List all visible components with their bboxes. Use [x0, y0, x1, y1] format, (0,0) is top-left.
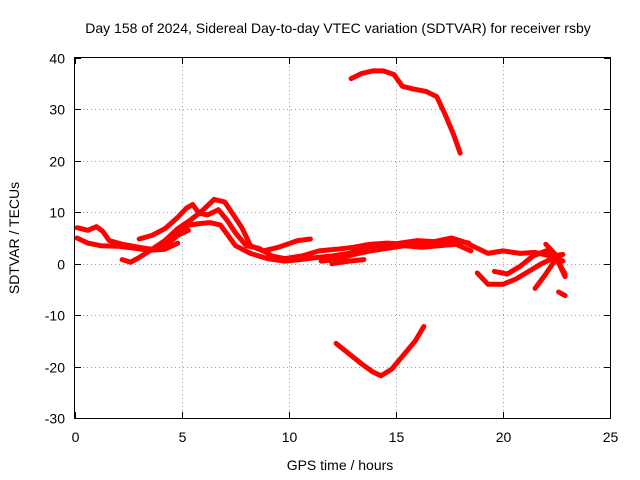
series-track-7	[329, 257, 367, 267]
y-tick-label: 30	[49, 102, 65, 118]
x-tick-label: 10	[282, 429, 298, 445]
x-tick-label: 15	[389, 429, 405, 445]
y-tick-label: 20	[49, 154, 65, 170]
series-track-6	[318, 241, 474, 264]
series-layer	[74, 68, 568, 379]
y-tick-label: -30	[45, 411, 65, 427]
series-track-2	[74, 235, 181, 253]
series-track-11	[543, 241, 568, 277]
chart-title: Day 158 of 2024, Sidereal Day-to-day VTE…	[85, 20, 591, 36]
series-track-1	[74, 224, 191, 252]
series-track-5	[175, 220, 566, 264]
y-axis-label: SDTVAR / TECUs	[6, 182, 22, 294]
series-track-8	[474, 256, 564, 287]
series-track-12	[556, 289, 568, 299]
grid-layer	[75, 58, 610, 418]
x-tick-label: 0	[72, 429, 80, 445]
x-axis-label: GPS time / hours	[287, 457, 394, 473]
y-tick-label: 0	[57, 257, 65, 273]
y-tick-label: -20	[45, 360, 65, 376]
x-tick-label: 5	[179, 429, 187, 445]
x-tick-label: 25	[603, 429, 619, 445]
series-track-13	[348, 68, 463, 156]
plot-frame	[74, 57, 611, 419]
series-track-14	[333, 324, 427, 379]
y-tick-label: 40	[49, 51, 65, 67]
y-tick-label: 10	[49, 205, 65, 221]
x-tick-label: 20	[496, 429, 512, 445]
tick-layer: 0 5 10 15 20 25 -30 -20 -10 0 10 20 30 40	[45, 51, 619, 446]
series-track-3	[119, 196, 313, 265]
y-tick-label: -10	[45, 308, 65, 324]
